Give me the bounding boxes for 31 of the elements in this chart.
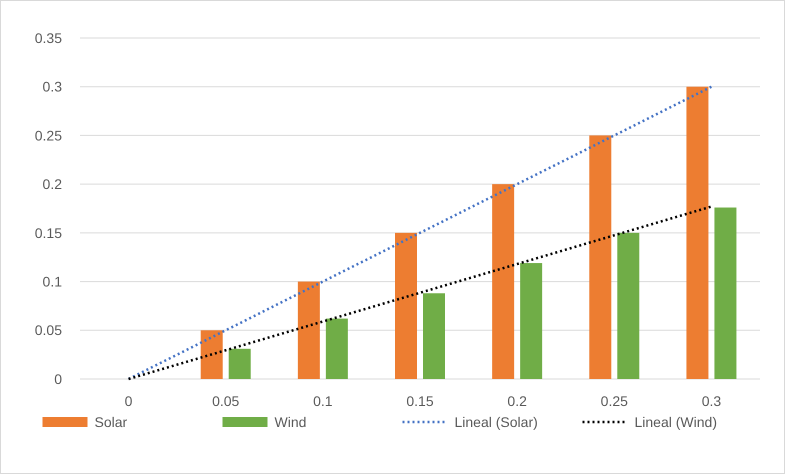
bar: [520, 263, 542, 379]
bar: [617, 232, 640, 379]
bar: [423, 293, 445, 379]
legend-label: Solar: [94, 414, 128, 430]
bar: [200, 330, 223, 379]
y-tick-label: 0.25: [34, 127, 62, 144]
x-tick-label: 0.25: [600, 393, 628, 409]
bar: [492, 184, 514, 379]
x-tick-label: 0.2: [507, 393, 528, 409]
y-tick-label: 0.2: [42, 176, 62, 192]
y-tick-label: 0.3: [42, 78, 62, 95]
x-tick-label: 0.1: [313, 393, 333, 409]
y-tick-label: 0.1: [42, 273, 62, 290]
y-tick-label: 0.35: [34, 30, 62, 46]
bar: [686, 86, 708, 379]
x-tick-label: 0.15: [406, 393, 434, 409]
legend-label: Lineal (Wind): [634, 414, 717, 430]
bar: [589, 135, 612, 379]
y-tick-label: 0.05: [34, 322, 62, 338]
x-tick-label: 0: [124, 393, 133, 409]
legend-label: Lineal (Solar): [454, 414, 538, 430]
legend-label: Wind: [274, 414, 306, 430]
x-tick-label: 0.3: [702, 393, 722, 409]
y-tick-label: 0.15: [34, 224, 62, 241]
x-tick-label: 0.05: [212, 393, 240, 409]
bar: [714, 208, 736, 379]
y-tick-label: 0: [54, 370, 62, 387]
bar: [298, 282, 320, 379]
bar: [228, 348, 251, 379]
bar: [326, 318, 348, 379]
bar: [395, 232, 417, 379]
